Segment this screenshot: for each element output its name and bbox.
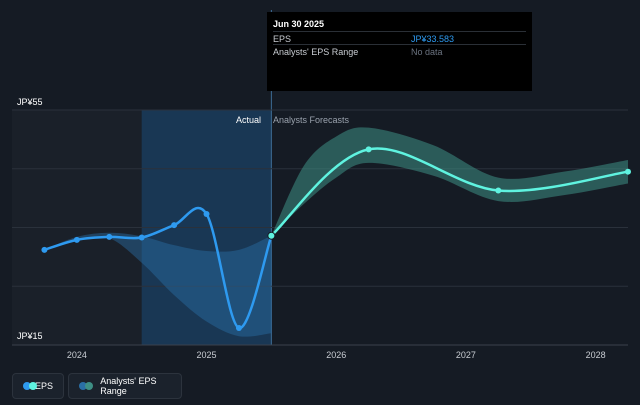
past-range-band: [44, 232, 272, 337]
y-axis: JP¥55 JP¥15: [17, 97, 43, 341]
eps-forecast-point[interactable]: [365, 146, 372, 153]
legend-eps[interactable]: EPS: [12, 373, 64, 399]
x-tick-label: 2026: [326, 350, 346, 360]
eps-actual-point[interactable]: [267, 231, 276, 240]
eps-points: [41, 146, 631, 331]
grid: [12, 109, 628, 346]
eps-actual-point[interactable]: [106, 233, 113, 240]
range-legend-icon: [79, 382, 93, 390]
eps-legend-icon: [23, 382, 37, 390]
legend-eps-label: EPS: [34, 381, 53, 391]
eps-actual-point[interactable]: [235, 324, 242, 331]
tooltip-date: Jun 30 2025: [273, 19, 325, 29]
y-tick-label: JP¥55: [17, 97, 43, 107]
tooltip-row-eps: EPS JP¥33.583: [273, 31, 526, 45]
eps-forecast-point[interactable]: [495, 187, 502, 194]
x-tick-label: 2027: [456, 350, 476, 360]
forecast-label: Analysts Forecasts: [273, 115, 350, 125]
forecast-range-band: [271, 127, 628, 236]
tooltip-eps-value: JP¥33.583: [411, 34, 455, 44]
range-bands: [44, 127, 628, 337]
eps-actual-point[interactable]: [73, 236, 80, 243]
x-tick-label: 2024: [67, 350, 87, 360]
actual-label: Actual: [236, 115, 261, 125]
x-tick-label: 2025: [197, 350, 217, 360]
eps-actual-point[interactable]: [171, 222, 178, 229]
eps-actual-point[interactable]: [41, 246, 48, 253]
tooltip-range-label: Analysts' EPS Range: [273, 47, 359, 57]
legend-range-label: Analysts' EPS Range: [100, 376, 157, 396]
legend-range[interactable]: Analysts' EPS Range: [68, 373, 182, 399]
y-tick-label: JP¥15: [17, 331, 43, 341]
x-axis: 2024 2025 2026 2027 2028: [67, 350, 606, 360]
eps-forecast-line: [270, 147, 629, 237]
eps-actual-point[interactable]: [138, 234, 145, 241]
eps-actual-point[interactable]: [203, 210, 210, 217]
x-tick-label: 2028: [586, 350, 606, 360]
tooltip-range-value: No data: [411, 47, 443, 57]
tooltip-row-range: Analysts' EPS Range No data: [273, 44, 526, 58]
tooltip: Jun 30 2025 EPS JP¥33.583 Analysts' EPS …: [267, 12, 532, 91]
eps-forecast-point[interactable]: [625, 168, 631, 175]
tooltip-eps-label: EPS: [273, 34, 292, 44]
